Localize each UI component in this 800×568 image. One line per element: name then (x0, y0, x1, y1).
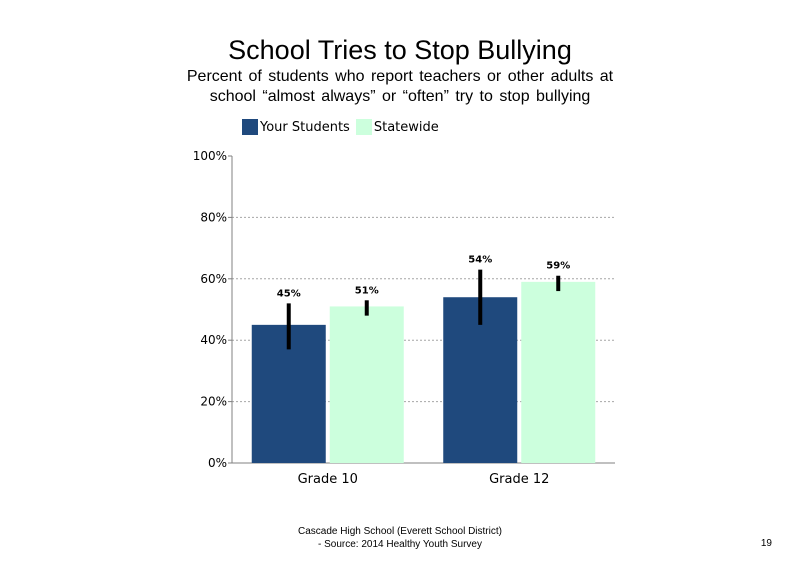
legend-item-your-students: Your Students (242, 119, 350, 135)
footer-line-1: Cascade High School (Everett School Dist… (298, 526, 502, 537)
bar (329, 306, 404, 463)
page-number: 19 (760, 538, 772, 549)
y-tick-label: 100% (193, 149, 227, 163)
footer: Cascade High School (Everett School Dist… (0, 525, 800, 551)
legend-swatch-your-students (242, 119, 258, 135)
legend-swatch-statewide (355, 119, 372, 135)
y-tick-label: 60% (200, 272, 227, 286)
legend-label-your-students: Your Students (260, 119, 350, 135)
bar (521, 281, 596, 463)
footer-line-2: - Source: 2014 Healthy Youth Survey (318, 539, 482, 550)
data-label: 51% (355, 285, 379, 296)
category-label: Grade 12 (489, 472, 549, 487)
y-tick-label: 80% (200, 210, 227, 224)
y-tick-label: 0% (208, 456, 227, 470)
data-label: 54% (468, 255, 492, 266)
chart-subtitle: Percent of students who report teachers … (186, 68, 614, 105)
legend-label-statewide: Statewide (373, 119, 439, 135)
legend-item-statewide: Statewide (355, 119, 439, 135)
data-label: 59% (546, 261, 570, 272)
y-tick-label: 40% (200, 333, 227, 347)
data-label: 45% (277, 288, 301, 299)
legend: Your Students Statewide (242, 118, 445, 136)
category-label: Grade 10 (298, 472, 358, 487)
y-tick-label: 20% (200, 395, 227, 409)
chart-title: School Tries to Stop Bullying (228, 35, 572, 65)
